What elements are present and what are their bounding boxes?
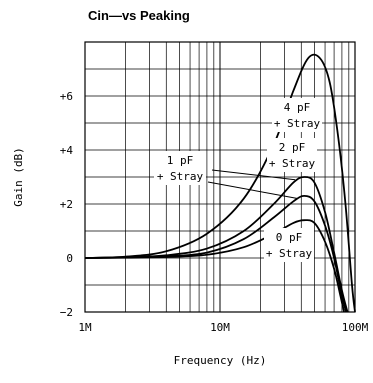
annotation-leader-line: [207, 181, 299, 200]
y-axis-label: Gain (dB): [12, 147, 25, 207]
y-tick-label: +2: [60, 198, 73, 211]
annotation-0pf-line1: 0 pF: [276, 231, 303, 244]
x-axis-label: Frequency (Hz): [174, 354, 267, 367]
annotation-1pf-line1: 1 pF: [167, 154, 194, 167]
plot-frame: [84, 41, 356, 313]
chart-title: Cin—vs Peaking: [88, 8, 190, 23]
series-line-4pf: [84, 53, 356, 313]
annotation-background: [264, 228, 314, 262]
x-tick-label: 100M: [342, 321, 369, 334]
annotation-leader-line: [211, 169, 296, 181]
x-tick-label: 1M: [78, 321, 92, 334]
series-line-2pf: [84, 176, 349, 313]
annotation-2pf-line2: + Stray: [269, 157, 316, 170]
series-line-0pf: [84, 219, 345, 313]
x-tick-label: 10M: [210, 321, 230, 334]
annotation-2pf-line1: 2 pF: [279, 141, 306, 154]
annotation-1pf-line2: + Stray: [157, 170, 204, 183]
y-tick-label: +4: [60, 144, 74, 157]
annotation-4pf-line2: + Stray: [274, 117, 321, 130]
y-tick-label: 0: [66, 252, 73, 265]
annotation-background: [154, 151, 206, 185]
annotation-0pf-line2: + Stray: [266, 247, 313, 260]
y-tick-label: −2: [60, 306, 73, 319]
annotation-background: [272, 98, 322, 132]
annotation-4pf-line1: 4 pF: [284, 101, 311, 114]
y-tick-label: +6: [60, 90, 73, 103]
annotation-background: [267, 138, 317, 172]
